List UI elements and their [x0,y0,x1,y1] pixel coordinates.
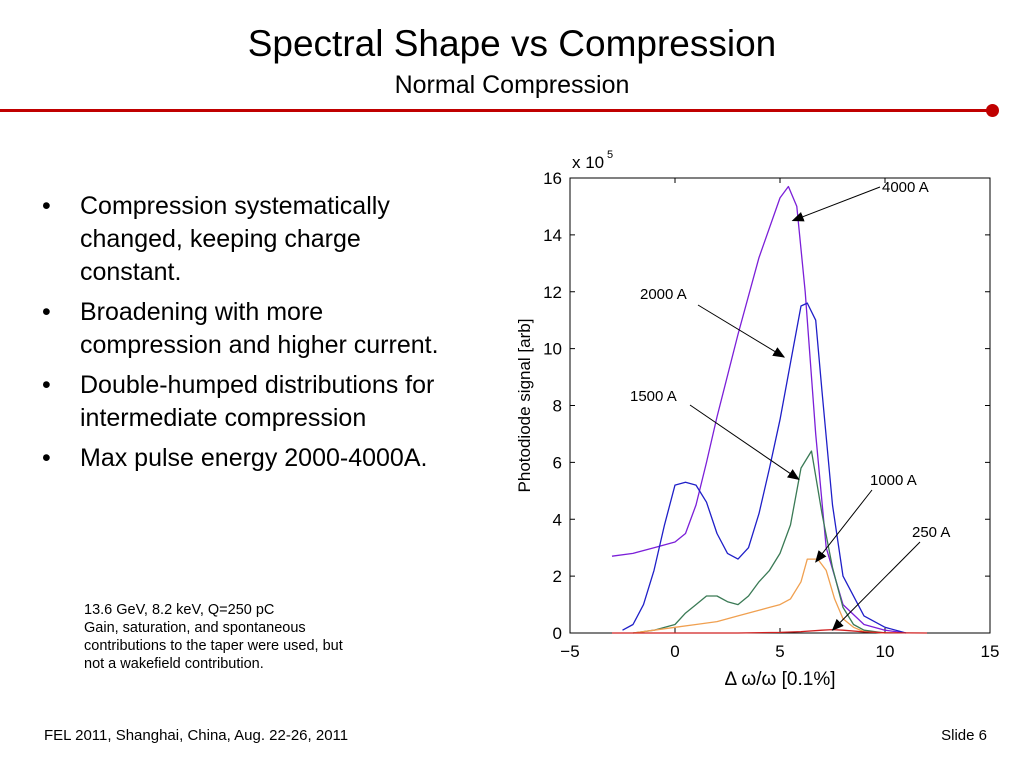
note-line: Gain, saturation, and spontaneous [84,620,306,636]
bullet-text: Double-humped distributions for intermed… [80,371,435,432]
y-multiplier-exponent: 5 [607,149,613,161]
y-axis-label: Photodiode signal [arb] [515,319,534,493]
slide-title: Spectral Shape vs Compression [247,23,777,64]
annotation-label: 1500 A [630,388,677,405]
bullet-dot-icon: • [42,192,51,220]
series-line-250-a [612,628,928,634]
x-tick-label: 5 [775,642,784,661]
bullet-item: • Broadening with more compression and hi… [38,296,468,362]
annotation-arrow [815,489,873,563]
x-tick-label: 15 [981,642,1000,661]
y-tick-label: 16 [543,169,562,188]
annotation-arrow [697,304,786,358]
y-tick-label: 4 [553,510,562,529]
parameter-note: 13.6 GeV, 8.2 keV, Q=250 pC Gain, satura… [84,601,404,673]
x-tick-label: 0 [670,642,679,661]
bullet-text: Max pulse energy 2000-4000A. [80,444,428,472]
x-tick-label: −5 [560,642,579,661]
x-axis-label: Δ ω/ω [0.1%] [724,669,835,690]
annotation-arrow [689,404,800,481]
series-line-1000-a [632,558,886,634]
y-tick-label: 0 [553,624,562,643]
y-tick-label: 14 [543,226,562,245]
bullet-dot-icon: • [42,298,51,326]
y-tick-label: 6 [553,453,562,472]
y-tick-label: 10 [543,340,562,359]
series-line-4000-a [611,185,907,634]
annotation-arrow [791,186,881,222]
bullet-item: • Max pulse energy 2000-4000A. [38,442,468,475]
y-tick-label: 8 [553,397,562,416]
slide-subtitle: Normal Compression [394,71,630,99]
y-tick-label: 12 [543,283,562,302]
x-tick-label: 10 [876,642,895,661]
y-tick-label: 2 [553,567,562,586]
divider-end-dot [986,104,999,117]
bullet-list: • Compression systematically changed, kee… [38,190,468,482]
bullet-text: Broadening with more compression and hig… [80,298,439,359]
annotation-label: 250 A [912,524,950,541]
annotation-label: 1000 A [870,472,917,489]
series-line-1500-a [632,450,886,634]
footer-conference: FEL 2011, Shanghai, China, Aug. 22-26, 2… [44,727,349,744]
annotation-label: 2000 A [640,286,687,303]
note-line: not a wakefield contribution. [84,656,264,672]
bullet-text: Compression systematically changed, keep… [80,192,390,286]
footer-slide-number: Slide 6 [941,727,987,744]
y-multiplier: x 10 [572,153,604,172]
series-line-2000-a [622,302,907,634]
note-line: contributions to the taper were used, bu… [84,638,343,654]
bullet-item: • Compression systematically changed, kee… [38,190,468,289]
bullet-dot-icon: • [42,371,51,399]
plot-frame [569,177,991,634]
bullet-item: • Double-humped distributions for interme… [38,369,468,435]
bullet-dot-icon: • [42,444,51,472]
note-line: 13.6 GeV, 8.2 keV, Q=250 pC [84,602,275,618]
annotation-label: 4000 A [882,179,929,196]
annotation-arrow [831,541,921,631]
title-divider [0,109,990,112]
